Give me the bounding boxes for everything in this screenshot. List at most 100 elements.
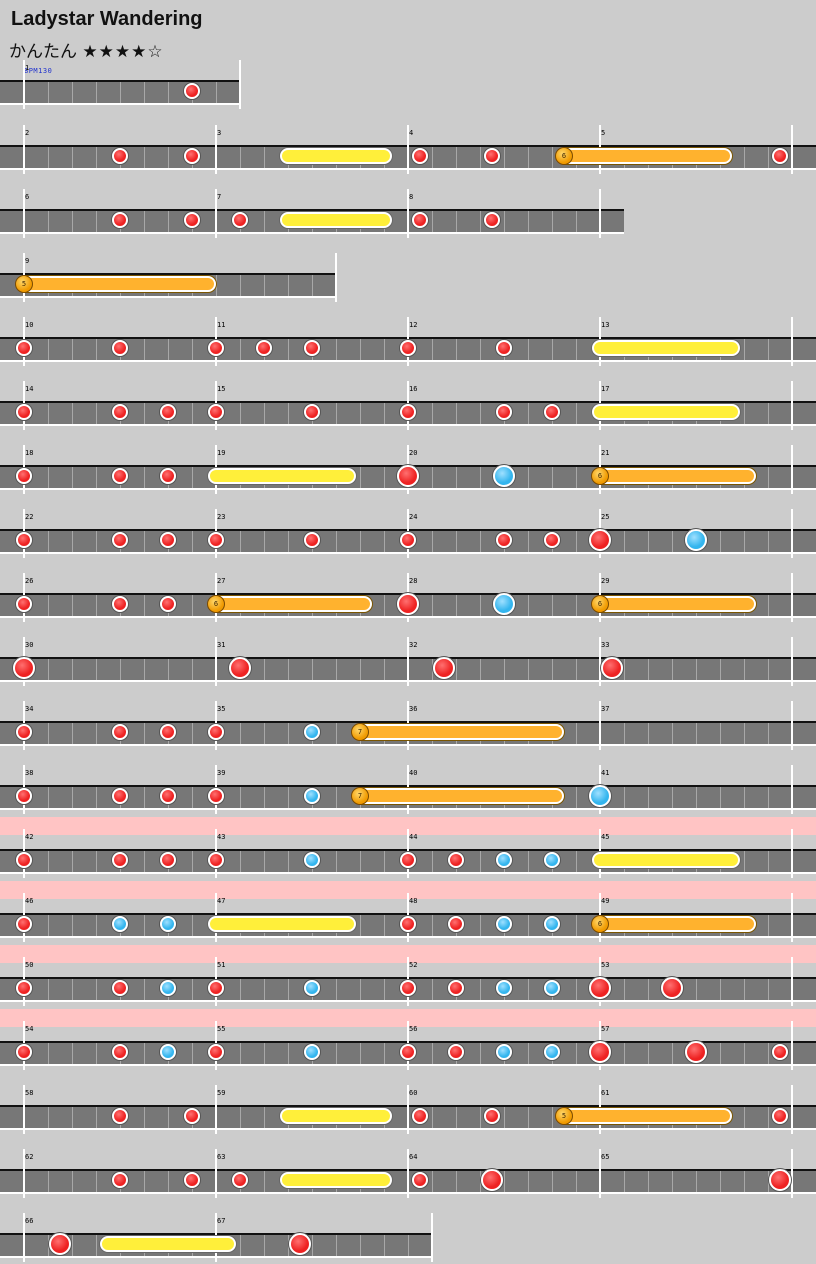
don-note — [400, 979, 416, 996]
measure-number: 13 — [601, 321, 610, 329]
big-don-note — [49, 1232, 71, 1255]
grid-line — [384, 1235, 385, 1256]
grid-line — [96, 915, 97, 936]
grid-line — [360, 531, 361, 552]
grid-line — [744, 787, 745, 808]
grid-line — [384, 403, 385, 424]
don-note — [112, 1043, 128, 1060]
grid-line — [96, 147, 97, 168]
grid-line — [528, 979, 529, 1000]
grid-line — [96, 467, 97, 488]
grid-line — [216, 275, 217, 296]
grid-line — [96, 787, 97, 808]
grid-line — [624, 1043, 625, 1064]
grid-line — [168, 339, 169, 360]
grid-line — [432, 147, 433, 168]
grid-line — [696, 659, 697, 680]
measure-number: 59 — [217, 1089, 226, 1097]
big-don-note — [13, 656, 35, 679]
grid-line — [552, 211, 553, 232]
grid-line — [192, 851, 193, 872]
grid-line — [240, 979, 241, 1000]
don-note — [112, 531, 128, 548]
grid-line — [312, 1235, 313, 1256]
barline — [791, 317, 793, 366]
grid-line — [48, 82, 49, 103]
grid-line — [456, 211, 457, 232]
measure-number: 48 — [409, 897, 418, 905]
grid-line — [768, 147, 769, 168]
measure-number: 54 — [25, 1025, 34, 1033]
balloon-head: 6 — [591, 466, 609, 485]
drumroll-note — [208, 467, 356, 484]
grid-line — [72, 467, 73, 488]
don-note — [400, 1043, 416, 1060]
barline — [23, 125, 25, 174]
measure-number: 32 — [409, 641, 418, 649]
grid-line — [456, 659, 457, 680]
grid-line — [720, 1171, 721, 1192]
measure-number: 42 — [25, 833, 34, 841]
grid-line — [96, 1107, 97, 1128]
ka-note — [496, 979, 512, 996]
grid-line — [264, 659, 265, 680]
barline — [407, 637, 409, 686]
grid-line — [72, 723, 73, 744]
don-note — [16, 467, 32, 484]
big-don-note — [589, 1040, 611, 1063]
barline — [791, 1149, 793, 1198]
balloon-note — [558, 1107, 732, 1124]
measure-number: 64 — [409, 1153, 418, 1161]
grid-line — [96, 1043, 97, 1064]
grid-line — [144, 211, 145, 232]
grid-line — [336, 403, 337, 424]
big-don-note — [433, 656, 455, 679]
don-note — [160, 723, 176, 740]
grid-line — [72, 339, 73, 360]
grid-line — [192, 1043, 193, 1064]
grid-line — [432, 595, 433, 616]
balloon-head: 6 — [555, 146, 573, 165]
grid-line — [768, 787, 769, 808]
don-note — [400, 531, 416, 548]
ka-note — [496, 851, 512, 868]
grid-line — [480, 1043, 481, 1064]
drumroll-note — [100, 1235, 236, 1252]
grid-line — [744, 403, 745, 424]
grid-line — [720, 787, 721, 808]
don-note — [160, 531, 176, 548]
grid-line — [288, 1043, 289, 1064]
grid-line — [432, 467, 433, 488]
ka-note — [544, 915, 560, 932]
grid-line — [264, 787, 265, 808]
barline — [791, 509, 793, 558]
gogo-band — [0, 881, 816, 899]
measure-number: 56 — [409, 1025, 418, 1033]
grid-line — [264, 1043, 265, 1064]
don-note — [496, 339, 512, 356]
don-note — [400, 403, 416, 420]
don-note — [448, 1043, 464, 1060]
grid-line — [528, 403, 529, 424]
don-note — [112, 787, 128, 804]
grid-line — [144, 1107, 145, 1128]
grid-line — [72, 659, 73, 680]
grid-line — [768, 723, 769, 744]
measure-number: 7 — [217, 193, 222, 201]
barline — [791, 1021, 793, 1070]
measure-number: 23 — [217, 513, 226, 521]
ka-note — [304, 851, 320, 868]
grid-line — [288, 531, 289, 552]
measure-number: 16 — [409, 385, 418, 393]
grid-line — [48, 467, 49, 488]
grid-line — [552, 1171, 553, 1192]
ka-note — [496, 1043, 512, 1060]
measure-number: 29 — [601, 577, 610, 585]
grid-line — [480, 595, 481, 616]
grid-line — [192, 659, 193, 680]
don-note — [160, 851, 176, 868]
grid-line — [432, 211, 433, 232]
grid-line — [480, 339, 481, 360]
measure-number: 41 — [601, 769, 610, 777]
grid-line — [96, 211, 97, 232]
